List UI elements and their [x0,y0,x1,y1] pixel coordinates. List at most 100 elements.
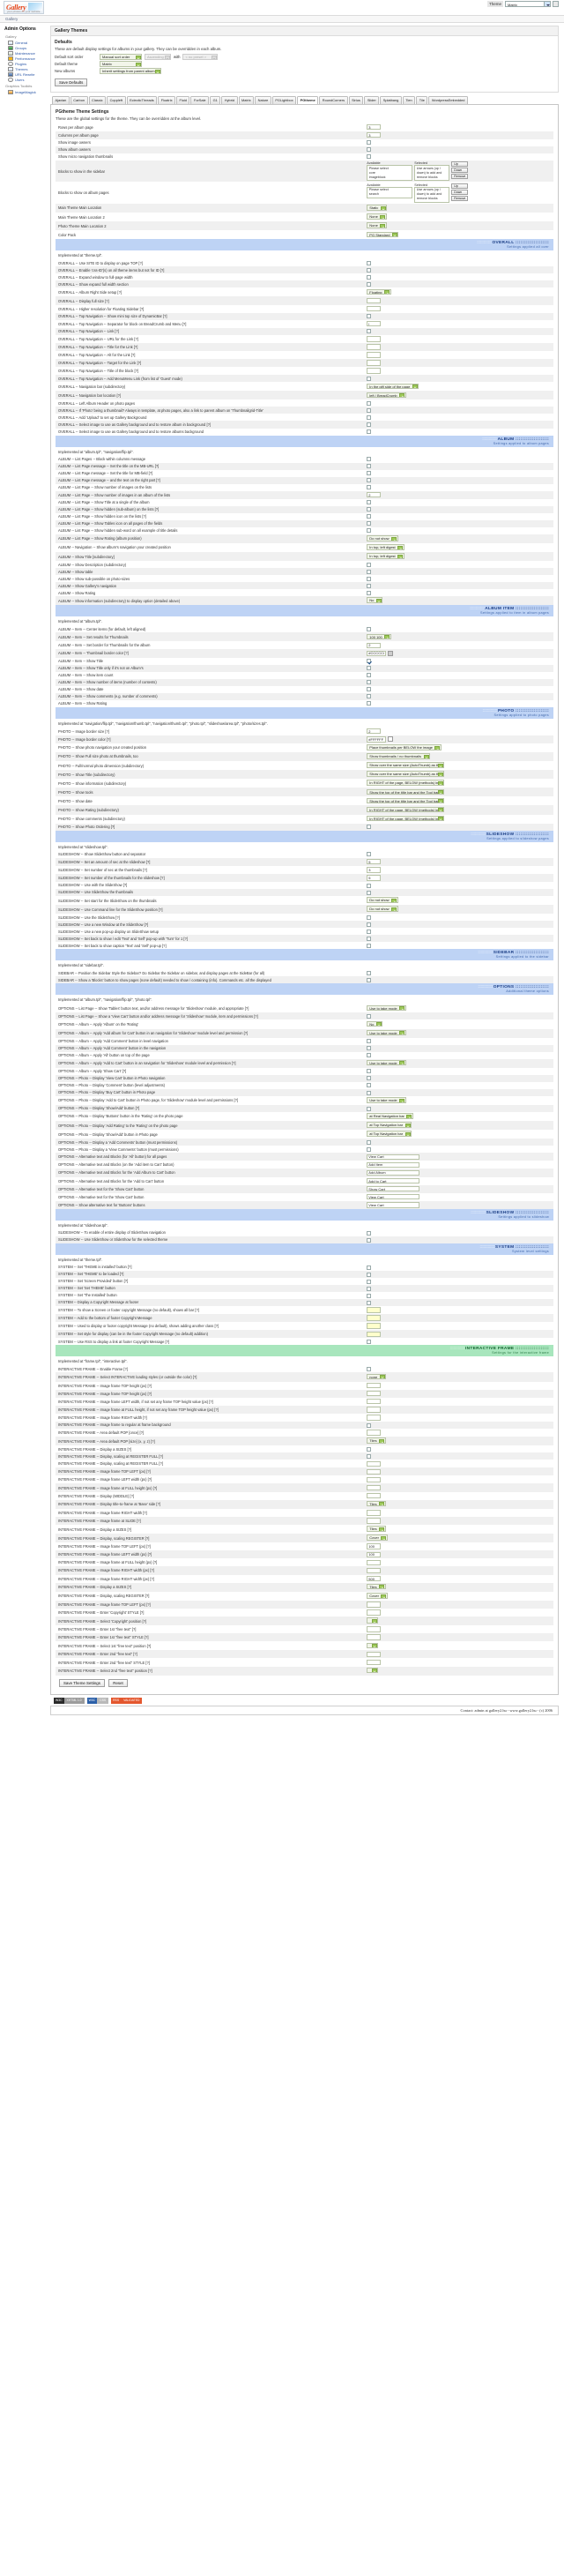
setting-checkbox[interactable] [367,521,372,526]
setting-text-input[interactable] [367,1415,382,1421]
sidebar-item-performance[interactable]: Performance [4,56,47,61]
setting-checkbox[interactable] [367,471,372,476]
theme-switcher-go-button[interactable] [553,1,559,7]
setting-text-input[interactable] [367,1460,382,1467]
setting-checkbox[interactable] [367,408,372,414]
theme-switcher[interactable]: Theme Matrix [486,1,559,7]
setting-color-input[interactable] [367,736,387,743]
setting-select[interactable]: Do not show [367,906,398,912]
sidebar-item-label[interactable]: ImageMagick [15,89,36,94]
setting-checkbox[interactable] [367,478,372,483]
setting-checkbox[interactable] [367,1046,372,1051]
setting-text-input[interactable] [367,728,382,735]
setting-checkbox[interactable] [367,261,372,266]
setting-select[interactable]: PG Standard [367,231,399,237]
setting-checkbox[interactable] [367,852,372,857]
setting-checkbox[interactable] [367,464,372,469]
setting-select[interactable]: Show over the same size (AutoThumb) as t… [367,762,445,768]
setting-select[interactable]: left / BreadCrumb [367,392,406,399]
setting-text-input[interactable] [367,131,382,138]
setting-text-input[interactable] [367,305,382,312]
tab-carbon[interactable]: Carbon [70,96,88,104]
setting-select[interactable]: Show thumbnails / no thumbnails [367,753,430,759]
setting-checkbox[interactable] [367,562,372,567]
setting-checkbox[interactable] [367,590,372,595]
setting-checkbox[interactable] [367,1286,372,1291]
setting-select[interactable]: Cover [367,1534,388,1541]
setting-checkbox[interactable] [367,680,372,685]
setting-checkbox[interactable] [367,429,372,435]
setting-text-input[interactable] [367,1609,382,1616]
setting-select[interactable]: Tiles [367,1526,386,1532]
tab-eclecticthreads[interactable]: EclecticThreads [126,96,158,104]
setting-text-input[interactable] [367,123,382,131]
setting-checkbox[interactable] [367,1139,372,1145]
setting-select[interactable]: Static [367,205,388,211]
setting-checkbox[interactable] [367,1106,372,1111]
remove-button[interactable]: Remove [451,174,469,180]
setting-checkbox[interactable] [367,943,372,948]
setting-text-input[interactable] [367,1468,382,1475]
setting-select[interactable] [367,1667,379,1674]
setting-select[interactable]: None [367,222,387,228]
setting-checkbox[interactable] [367,1446,372,1452]
setting-select[interactable]: Do not show [367,535,398,541]
setting-select[interactable]: Use to take mode [367,1059,406,1066]
setting-checkbox[interactable] [367,825,372,830]
sidebar-item-label[interactable]: General [15,40,28,45]
setting-select[interactable]: Use to take mode [367,1097,406,1103]
setting-text-input[interactable] [367,336,382,342]
sidebar-item-users[interactable]: Users [4,77,47,82]
setting-text-input[interactable] [367,1551,382,1558]
setting-select[interactable]: None [367,213,387,220]
list-item[interactable]: search [368,192,379,197]
down-button[interactable]: Down [451,189,469,195]
setting-color-input[interactable] [367,650,387,657]
setting-checkbox[interactable] [367,1039,372,1044]
badge-css[interactable]: W3C CSS [86,1697,109,1704]
tab-fluid[interactable]: Fluid [176,96,190,104]
setting-text-input[interactable] [367,1559,382,1566]
setting-checkbox[interactable] [367,415,372,421]
selected-blocks-list[interactable]: Use arrows (up / down) to add and remove… [414,186,450,203]
setting-checkbox[interactable] [367,1453,372,1459]
list-item[interactable]: imageblock [368,175,386,179]
tab-ajaxian[interactable]: Ajaxian [52,96,70,104]
breadcrumb-item-gallery[interactable]: Gallery [5,17,19,21]
sidebar-item-label[interactable]: Plugins [15,61,27,66]
tab-slider[interactable]: Slider [364,96,380,104]
setting-checkbox[interactable] [367,1265,372,1270]
sidebar-item-themes[interactable]: Themes [4,66,47,71]
setting-text-input[interactable] [367,1651,382,1658]
tab-pglightbox[interactable]: PGLightbox [271,96,297,104]
setting-select[interactable]: Show over the same size (AutoThumb) as t… [367,771,445,777]
setting-text-input[interactable] [367,297,382,304]
setting-text-input[interactable] [367,1177,420,1184]
tab-coppleft[interactable]: Coppleft [107,96,126,104]
setting-text-input[interactable] [367,360,382,366]
setting-text-input[interactable] [367,1382,382,1389]
setting-checkbox[interactable] [367,1272,372,1277]
sidebar-item-label[interactable]: Performance [15,56,35,61]
setting-checkbox[interactable] [367,457,372,462]
setting-text-input[interactable] [367,1154,420,1161]
tab-matrix[interactable]: Matrix [238,96,255,104]
setting-checkbox[interactable] [367,569,372,574]
selected-blocks-list[interactable]: Use arrows (up / down) to add and remove… [414,165,450,182]
setting-checkbox[interactable] [367,154,372,160]
new-albums-select[interactable]: Inherit settings from parent album [100,68,161,74]
setting-checkbox[interactable] [367,970,372,975]
sidebar-item-label[interactable]: Users [15,77,25,82]
setting-text-input[interactable] [367,1430,382,1436]
setting-text-input[interactable] [367,1169,420,1176]
setting-text-input[interactable] [367,1567,382,1574]
color-swatch[interactable] [388,736,394,743]
setting-checkbox[interactable] [367,500,372,505]
setting-checkbox[interactable] [367,422,372,428]
setting-checkbox[interactable] [367,507,372,512]
setting-text-input[interactable] [367,1323,382,1329]
setting-checkbox[interactable] [367,528,372,534]
tab-tile[interactable]: Tile [416,96,428,104]
sidebar-item-label[interactable]: Maintenance [15,50,35,56]
setting-checkbox[interactable] [367,275,372,280]
